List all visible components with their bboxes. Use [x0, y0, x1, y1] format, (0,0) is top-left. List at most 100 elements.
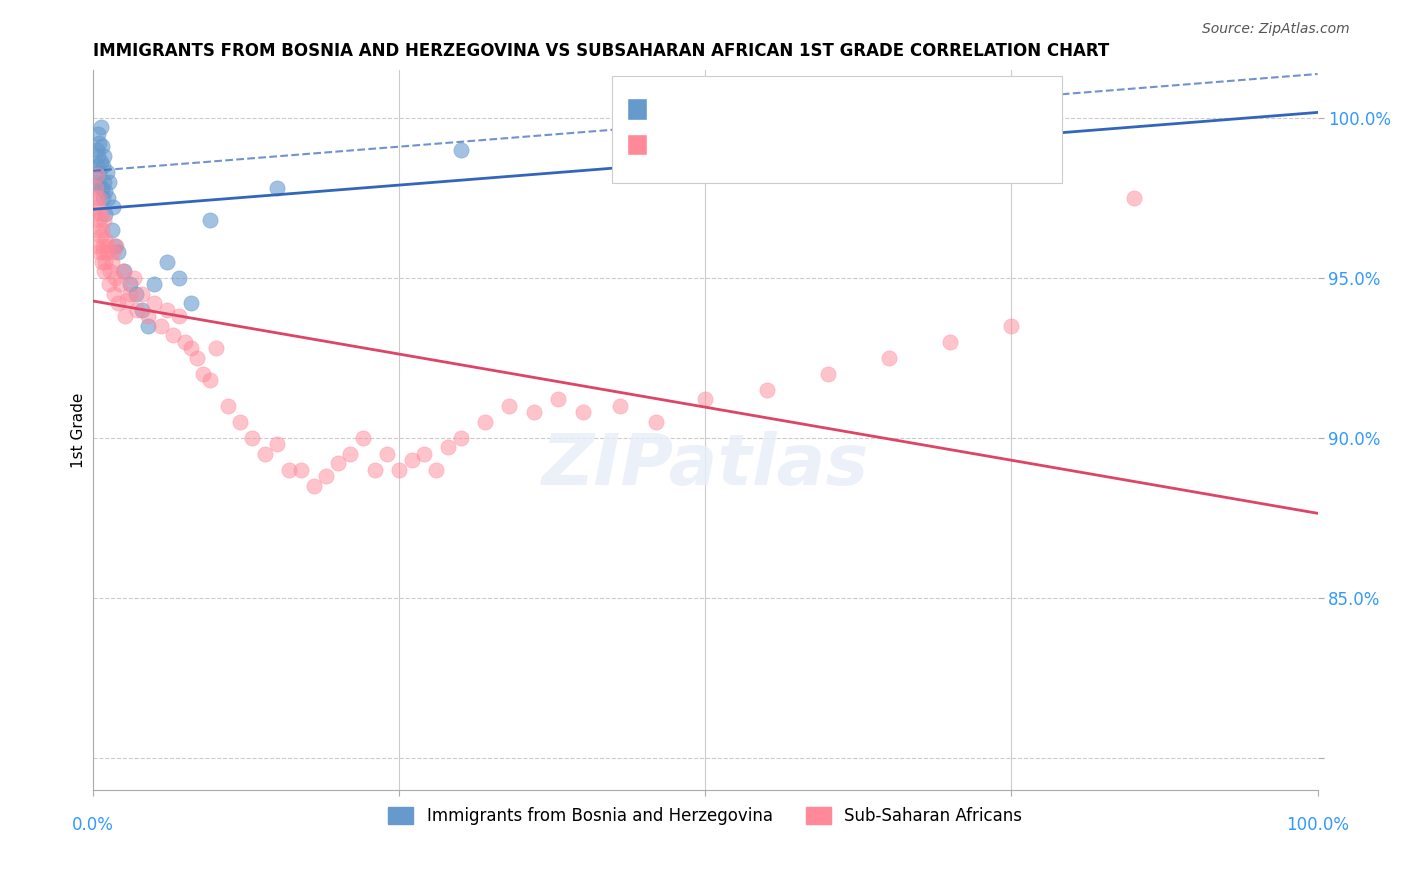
Point — [352, 431, 374, 445]
Point — [339, 447, 361, 461]
Point — [117, 293, 139, 307]
Text: N = 39: N = 39 — [773, 98, 831, 116]
Point — [87, 127, 110, 141]
Point — [156, 254, 179, 268]
Text: ZIPatlas: ZIPatlas — [541, 432, 869, 500]
Point — [193, 367, 215, 381]
Point — [97, 191, 120, 205]
Point — [755, 383, 778, 397]
Point — [91, 191, 114, 205]
Point — [375, 447, 398, 461]
Point — [143, 296, 166, 310]
Point — [89, 191, 111, 205]
Point — [86, 223, 108, 237]
Text: Source: ZipAtlas.com: Source: ZipAtlas.com — [1202, 22, 1350, 37]
Point — [364, 463, 387, 477]
Point — [1122, 191, 1144, 205]
Point — [90, 229, 112, 244]
Point — [94, 232, 117, 246]
Point — [93, 213, 115, 227]
Point — [90, 139, 112, 153]
Point — [131, 286, 153, 301]
Point — [290, 463, 312, 477]
Point — [217, 399, 239, 413]
Point — [101, 200, 124, 214]
Point — [118, 286, 141, 301]
Point — [425, 463, 447, 477]
Point — [498, 399, 520, 413]
Point — [93, 175, 115, 189]
Point — [229, 415, 252, 429]
Point — [450, 431, 472, 445]
Point — [278, 463, 301, 477]
Point — [180, 341, 202, 355]
Point — [162, 328, 184, 343]
Point — [91, 245, 114, 260]
Point — [84, 191, 107, 205]
Point — [90, 223, 112, 237]
Point — [939, 334, 962, 349]
Point — [86, 159, 108, 173]
Point — [90, 207, 112, 221]
Point — [90, 181, 112, 195]
Point — [104, 270, 127, 285]
Point — [167, 309, 190, 323]
Point — [143, 277, 166, 292]
Point — [86, 143, 108, 157]
Point — [695, 120, 717, 135]
Point — [253, 447, 276, 461]
Point — [174, 334, 197, 349]
Point — [90, 254, 112, 268]
Point — [1000, 117, 1022, 131]
Point — [96, 165, 118, 179]
Point — [695, 392, 717, 407]
Point — [87, 149, 110, 163]
Point — [118, 277, 141, 292]
Point — [103, 286, 125, 301]
Point — [96, 245, 118, 260]
Point — [89, 213, 111, 227]
Text: 0.217: 0.217 — [693, 98, 751, 116]
Point — [125, 286, 148, 301]
Point — [266, 437, 288, 451]
Text: IMMIGRANTS FROM BOSNIA AND HERZEGOVINA VS SUBSAHARAN AFRICAN 1ST GRADE CORRELATI: IMMIGRANTS FROM BOSNIA AND HERZEGOVINA V… — [93, 42, 1109, 60]
Point — [108, 277, 131, 292]
Point — [105, 238, 128, 252]
Point — [523, 405, 546, 419]
Point — [98, 175, 121, 189]
Point — [91, 159, 114, 173]
Point — [98, 264, 121, 278]
Text: 0.0%: 0.0% — [72, 815, 114, 834]
Point — [87, 200, 110, 214]
Point — [97, 238, 120, 252]
Point — [111, 264, 134, 278]
Point — [93, 149, 115, 163]
Point — [547, 392, 569, 407]
Point — [107, 296, 129, 310]
Point — [572, 405, 595, 419]
Point — [401, 453, 423, 467]
Point — [437, 441, 460, 455]
Legend: Immigrants from Bosnia and Herzegovina, Sub-Saharan Africans: Immigrants from Bosnia and Herzegovina, … — [381, 800, 1029, 832]
Point — [84, 175, 107, 189]
Point — [91, 238, 114, 252]
Point — [609, 399, 631, 413]
Point — [156, 302, 179, 317]
Point — [98, 277, 121, 292]
Text: R =: R = — [651, 100, 679, 114]
Point — [84, 181, 107, 195]
Point — [89, 165, 111, 179]
Point — [149, 318, 172, 333]
Point — [198, 373, 221, 387]
Point — [83, 207, 105, 221]
Point — [86, 169, 108, 183]
Point — [112, 264, 135, 278]
Point — [104, 238, 127, 252]
Text: N = 84: N = 84 — [773, 134, 831, 152]
Point — [198, 213, 221, 227]
Point — [94, 184, 117, 198]
Point — [302, 479, 325, 493]
Point — [315, 469, 337, 483]
Point — [186, 351, 208, 365]
Point — [131, 302, 153, 317]
